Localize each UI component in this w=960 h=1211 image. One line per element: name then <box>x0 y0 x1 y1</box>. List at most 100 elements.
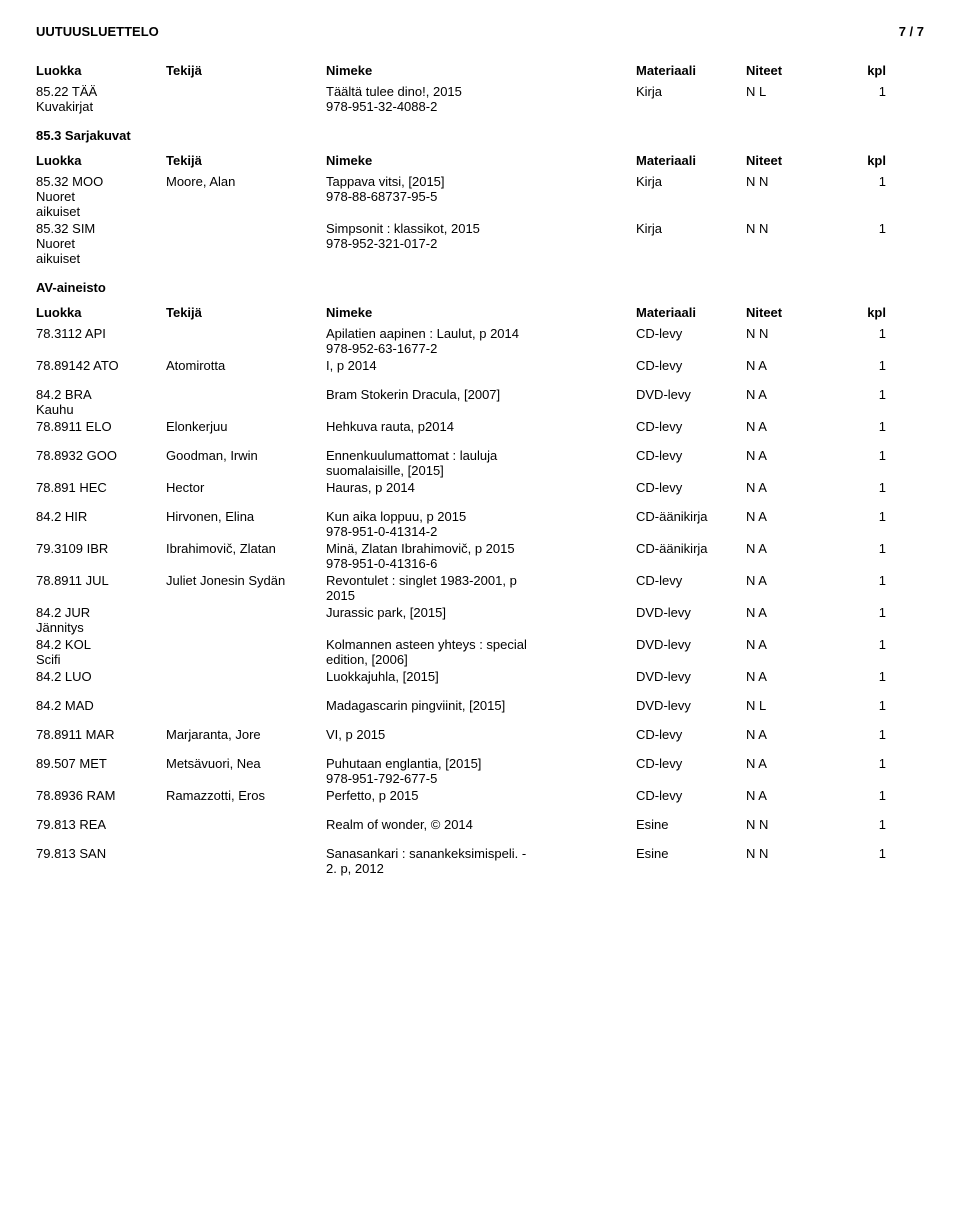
table-row: 78.8911 MARMarjaranta, JoreVI, p 2015CD-… <box>36 727 924 742</box>
column-header-kpl: kpl <box>826 305 886 320</box>
cell-luokka: 84.2 JUR Jännitys <box>36 605 166 635</box>
row-gap <box>36 497 924 509</box>
cell-luokka: 79.813 REA <box>36 817 166 832</box>
cell-kpl: 1 <box>826 817 886 832</box>
table-row: 79.3109 IBRIbrahimovič, ZlatanMinä, Zlat… <box>36 541 924 571</box>
cell-kpl: 1 <box>826 727 886 742</box>
cell-luokka: 84.2 LUO <box>36 669 166 684</box>
cell-luokka: 79.3109 IBR <box>36 541 166 556</box>
column-header-luokka: Luokka <box>36 153 166 168</box>
page-number: 7 / 7 <box>899 24 924 39</box>
cell-niteet: N N <box>746 846 826 861</box>
cell-niteet: N A <box>746 756 826 771</box>
cell-niteet: N N <box>746 174 826 189</box>
cell-materiaali: CD-levy <box>636 480 746 495</box>
cell-nimeke: Hehkuva rauta, p2014 <box>326 419 636 434</box>
cell-tekija: Moore, Alan <box>166 174 326 189</box>
column-header-tekija: Tekijä <box>166 63 326 78</box>
cell-niteet: N A <box>746 788 826 803</box>
cell-nimeke: Täältä tulee dino!, 2015 978-951-32-4088… <box>326 84 636 114</box>
cell-tekija: Elonkerjuu <box>166 419 326 434</box>
table-row: 78.8911 JULJuliet Jonesin SydänRevontule… <box>36 573 924 603</box>
cell-materiaali: DVD-levy <box>636 387 746 402</box>
cell-kpl: 1 <box>826 358 886 373</box>
cell-kpl: 1 <box>826 84 886 99</box>
cell-kpl: 1 <box>826 509 886 524</box>
column-header-niteet: Niteet <box>746 153 826 168</box>
cell-materiaali: CD-levy <box>636 326 746 341</box>
table-row: 89.507 METMetsävuori, NeaPuhutaan englan… <box>36 756 924 786</box>
table-row: 85.32 SIM Nuoret aikuisetSimpsonit : kla… <box>36 221 924 266</box>
cell-materiaali: Esine <box>636 846 746 861</box>
cell-luokka: 78.8911 MAR <box>36 727 166 742</box>
cell-luokka: 78.8911 JUL <box>36 573 166 588</box>
column-header-tekija: Tekijä <box>166 153 326 168</box>
column-header-materiaali: Materiaali <box>636 63 746 78</box>
cell-nimeke: Ennenkuulumattomat : lauluja suomalaisil… <box>326 448 636 478</box>
cell-nimeke: Luokkajuhla, [2015] <box>326 669 636 684</box>
cell-kpl: 1 <box>826 326 886 341</box>
cell-kpl: 1 <box>826 637 886 652</box>
cell-tekija: Ramazzotti, Eros <box>166 788 326 803</box>
table-row: 79.813 SANSanasankari : sanankeksimispel… <box>36 846 924 876</box>
cell-niteet: N L <box>746 698 826 713</box>
table-row: 85.22 TÄÄ Kuvakirjat Täältä tulee dino!, … <box>36 84 924 114</box>
cell-niteet: N A <box>746 509 826 524</box>
cell-niteet: N N <box>746 221 826 236</box>
cell-nimeke: Sanasankari : sanankeksimispeli. - 2. p,… <box>326 846 636 876</box>
cell-niteet: N A <box>746 605 826 620</box>
table-row: 84.2 LUOLuokkajuhla, [2015]DVD-levyN A1 <box>36 669 924 684</box>
table-row: 84.2 BRA KauhuBram Stokerin Dracula, [20… <box>36 387 924 417</box>
cell-luokka: 84.2 HIR <box>36 509 166 524</box>
cell-kpl: 1 <box>826 480 886 495</box>
cell-kpl: 1 <box>826 174 886 189</box>
table-row: 78.3112 APIApilatien aapinen : Laulut, p… <box>36 326 924 356</box>
cell-materiaali: CD-levy <box>636 727 746 742</box>
table-row: 78.8911 ELOElonkerjuuHehkuva rauta, p201… <box>36 419 924 434</box>
cell-kpl: 1 <box>826 387 886 402</box>
column-header-niteet: Niteet <box>746 63 826 78</box>
cell-luokka: 78.89142 ATO <box>36 358 166 373</box>
cell-luokka: 78.8932 GOO <box>36 448 166 463</box>
page-title: UUTUUSLUETTELO <box>36 24 159 39</box>
cell-tekija: Goodman, Irwin <box>166 448 326 463</box>
cell-niteet: N A <box>746 637 826 652</box>
column-header-nimeke: Nimeke <box>326 63 636 78</box>
cell-nimeke: Kun aika loppuu, p 2015 978-951-0-41314-… <box>326 509 636 539</box>
cell-luokka: 85.22 TÄÄ Kuvakirjat <box>36 84 166 114</box>
cell-niteet: N A <box>746 727 826 742</box>
table-row: 84.2 HIRHirvonen, ElinaKun aika loppuu, … <box>36 509 924 539</box>
cell-kpl: 1 <box>826 788 886 803</box>
cell-niteet: N L <box>746 84 826 99</box>
cell-nimeke: Apilatien aapinen : Laulut, p 2014 978-9… <box>326 326 636 356</box>
cell-niteet: N A <box>746 541 826 556</box>
cell-kpl: 1 <box>826 541 886 556</box>
cell-luokka: 84.2 BRA Kauhu <box>36 387 166 417</box>
cell-niteet: N A <box>746 480 826 495</box>
cell-nimeke: I, p 2014 <box>326 358 636 373</box>
table-row: 84.2 JUR JännitysJurassic park, [2015]DV… <box>36 605 924 635</box>
cell-kpl: 1 <box>826 419 886 434</box>
cell-luokka: 85.32 MOO Nuoret aikuiset <box>36 174 166 219</box>
cell-kpl: 1 <box>826 573 886 588</box>
table-row: 78.89142 ATOAtomirottaI, p 2014CD-levyN … <box>36 358 924 373</box>
cell-tekija: Metsävuori, Nea <box>166 756 326 771</box>
cell-luokka: 85.32 SIM Nuoret aikuiset <box>36 221 166 266</box>
cell-niteet: N A <box>746 573 826 588</box>
row-gap <box>36 436 924 448</box>
cell-kpl: 1 <box>826 846 886 861</box>
cell-materiaali: CD-levy <box>636 448 746 463</box>
column-header-luokka: Luokka <box>36 63 166 78</box>
cell-kpl: 1 <box>826 448 886 463</box>
cell-kpl: 1 <box>826 605 886 620</box>
cell-niteet: N A <box>746 669 826 684</box>
column-header-kpl: kpl <box>826 63 886 78</box>
cell-materiaali: CD-levy <box>636 756 746 771</box>
cell-materiaali: CD-levy <box>636 788 746 803</box>
cell-tekija: Ibrahimovič, Zlatan <box>166 541 326 556</box>
cell-tekija: Hirvonen, Elina <box>166 509 326 524</box>
cell-materiaali: DVD-levy <box>636 637 746 652</box>
cell-materiaali: Esine <box>636 817 746 832</box>
cell-materiaali: CD-äänikirja <box>636 541 746 556</box>
column-header-luokka: Luokka <box>36 305 166 320</box>
